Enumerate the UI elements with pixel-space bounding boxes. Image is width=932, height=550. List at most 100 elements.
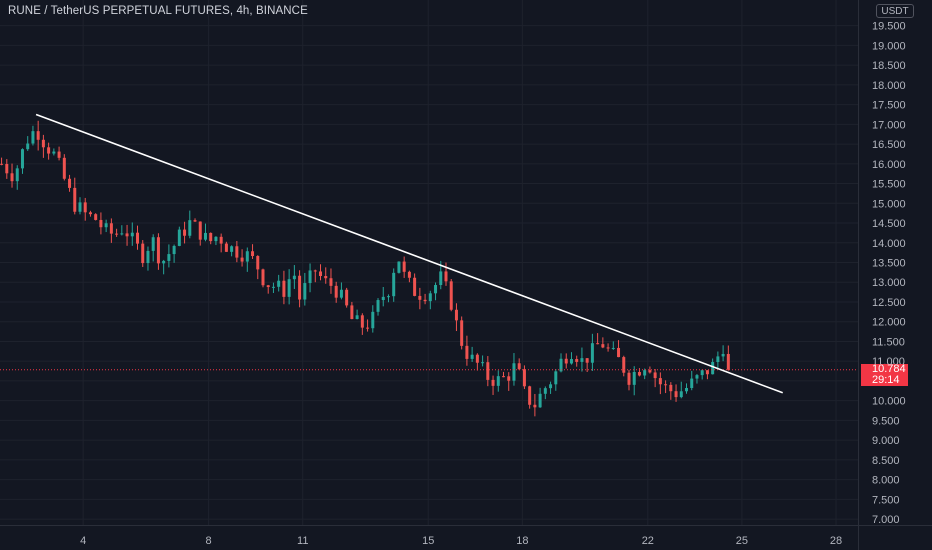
candle-body bbox=[36, 131, 40, 140]
candle bbox=[392, 268, 396, 302]
candle-body bbox=[282, 280, 286, 297]
candle-body bbox=[5, 163, 9, 174]
candle-body bbox=[188, 220, 192, 236]
candle-body bbox=[439, 271, 443, 286]
candle-body bbox=[334, 285, 338, 298]
candle bbox=[658, 372, 662, 395]
candle bbox=[10, 163, 14, 188]
time-tick-label: 11 bbox=[297, 535, 308, 547]
candle-body bbox=[423, 299, 427, 302]
candle-body bbox=[434, 285, 438, 294]
candle bbox=[564, 353, 568, 369]
candle bbox=[590, 333, 594, 372]
candle bbox=[360, 313, 364, 335]
candle bbox=[549, 381, 553, 394]
candle bbox=[376, 298, 380, 316]
candle bbox=[632, 366, 636, 396]
candle bbox=[407, 270, 411, 283]
candle bbox=[214, 236, 218, 246]
candle bbox=[313, 269, 317, 283]
candle-body bbox=[690, 378, 694, 389]
price-tick-label: 18.500 bbox=[872, 60, 906, 72]
candle bbox=[418, 287, 422, 310]
candle bbox=[522, 365, 526, 390]
candle-body bbox=[617, 347, 621, 358]
candle-body bbox=[319, 271, 323, 276]
candle-body bbox=[648, 370, 652, 373]
time-tick-label: 18 bbox=[516, 535, 528, 547]
candle-body bbox=[52, 151, 56, 154]
price-tick-label: 18.000 bbox=[872, 80, 906, 92]
candle-body bbox=[481, 362, 485, 364]
candle-body bbox=[41, 139, 45, 148]
price-tick-label: 17.000 bbox=[872, 119, 906, 131]
candle-body bbox=[721, 353, 725, 357]
candle bbox=[674, 384, 678, 402]
candle-body bbox=[590, 343, 594, 363]
candle bbox=[543, 386, 547, 400]
candle bbox=[386, 294, 390, 303]
candle-body bbox=[193, 220, 197, 222]
candle-body bbox=[606, 347, 610, 349]
candle-body bbox=[653, 372, 657, 379]
candle bbox=[366, 319, 370, 332]
price-axis[interactable]: 7.0007.5008.0008.5009.0009.50010.00010.5… bbox=[858, 0, 932, 550]
candle bbox=[569, 352, 573, 365]
candle bbox=[606, 343, 610, 352]
candle bbox=[193, 218, 197, 222]
price-tick-label: 15.500 bbox=[872, 179, 906, 191]
candle bbox=[449, 279, 453, 312]
candle-body bbox=[475, 354, 479, 363]
candle-body bbox=[15, 168, 19, 182]
candle-body bbox=[109, 223, 113, 234]
candle bbox=[533, 393, 537, 417]
candle bbox=[496, 370, 500, 392]
candle-body bbox=[209, 232, 213, 242]
candle-body bbox=[449, 281, 453, 310]
candle bbox=[271, 282, 275, 294]
candle bbox=[20, 148, 24, 174]
candle bbox=[475, 353, 479, 371]
candle-body bbox=[413, 277, 417, 296]
currency-selector[interactable]: USDT bbox=[876, 4, 914, 18]
candles bbox=[0, 120, 730, 417]
time-axis[interactable]: 4 8 11 15 18 22 25 28 bbox=[0, 525, 932, 550]
candle-body bbox=[496, 376, 500, 386]
candle-body bbox=[10, 173, 14, 182]
candle bbox=[136, 225, 140, 250]
candle bbox=[188, 210, 192, 239]
price-tick-label: 13.000 bbox=[872, 277, 906, 289]
candle bbox=[219, 233, 223, 253]
candle-body bbox=[564, 358, 568, 364]
candle-body bbox=[31, 131, 35, 144]
candle bbox=[5, 159, 9, 179]
candle bbox=[104, 219, 108, 233]
trend-line[interactable] bbox=[35, 113, 783, 394]
candle-body bbox=[88, 212, 92, 215]
candle bbox=[350, 301, 354, 320]
time-tick-label: 22 bbox=[642, 535, 654, 547]
candle bbox=[434, 282, 438, 301]
candle-body bbox=[695, 375, 699, 379]
price-tick-label: 14.000 bbox=[872, 238, 906, 250]
candle-body bbox=[705, 370, 709, 375]
candle bbox=[146, 246, 150, 271]
candle-body bbox=[151, 237, 155, 251]
candle-body bbox=[219, 236, 223, 244]
candle bbox=[339, 282, 343, 300]
candle bbox=[183, 221, 187, 244]
candle bbox=[0, 157, 4, 166]
candle bbox=[460, 316, 464, 350]
candle bbox=[622, 355, 626, 377]
candle bbox=[324, 267, 328, 284]
candle-body bbox=[376, 300, 380, 312]
candle bbox=[726, 345, 730, 371]
candle bbox=[115, 228, 119, 237]
candle-body bbox=[136, 232, 140, 244]
candle-body bbox=[658, 378, 662, 385]
candle bbox=[287, 269, 291, 305]
candle bbox=[292, 265, 296, 289]
price-tick-label: 12.000 bbox=[872, 317, 906, 329]
candle bbox=[36, 120, 40, 151]
